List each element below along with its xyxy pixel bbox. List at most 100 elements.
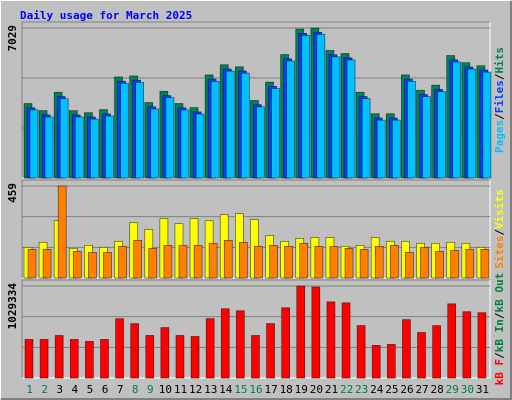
legend-item: Visits [493, 189, 506, 229]
bar [432, 325, 441, 379]
x-tick-label: 22 [340, 383, 353, 396]
bar [133, 239, 143, 279]
bar [178, 244, 188, 279]
legend-separator: / [493, 312, 506, 319]
y-tick-label: 459 [6, 183, 19, 203]
bar [286, 60, 295, 179]
x-tick-label: 1 [26, 383, 33, 396]
bar [269, 244, 278, 279]
legend-item: kB Out [493, 273, 506, 313]
legend: Sites/Visits [493, 189, 506, 269]
bar [462, 311, 472, 379]
legend-separator: / [493, 113, 506, 120]
bar [271, 88, 280, 179]
legend: kB F/kB In/kB Out [493, 273, 506, 386]
bar [118, 245, 127, 279]
bar [480, 248, 490, 279]
bar [205, 318, 215, 379]
bar [346, 59, 356, 179]
bar [371, 345, 381, 379]
bar [301, 35, 311, 179]
legend-separator: / [493, 352, 506, 359]
x-tick-label: 30 [461, 383, 474, 396]
bar [331, 56, 341, 179]
bar [417, 332, 426, 379]
bar [57, 185, 67, 279]
bar [54, 335, 64, 379]
bar [90, 118, 99, 179]
bar [452, 61, 462, 179]
bar [29, 109, 39, 179]
x-tick-label: 19 [295, 383, 308, 396]
x-tick-label: 13 [204, 383, 217, 396]
x-tick-label: 18 [280, 383, 293, 396]
bar [145, 335, 155, 379]
bar [311, 286, 321, 379]
bar [407, 80, 416, 179]
bar [88, 251, 97, 279]
bar [74, 116, 84, 179]
bar [190, 336, 200, 379]
bar [100, 339, 109, 379]
x-tick-label: 4 [72, 383, 79, 396]
bar [130, 323, 140, 379]
bar [344, 247, 354, 279]
x-tick-label: 3 [56, 383, 63, 396]
bar [208, 242, 218, 279]
x-tick-label: 14 [219, 383, 233, 396]
bar [477, 312, 487, 379]
bar [341, 302, 351, 379]
bar [42, 248, 52, 279]
bar [376, 119, 386, 179]
x-tick-label: 12 [189, 383, 202, 396]
plot-bevel-dark [21, 279, 490, 378]
bar [405, 251, 414, 279]
bar [316, 34, 326, 179]
x-tick-label: 9 [147, 383, 154, 396]
bar [326, 301, 336, 379]
legend-item: Sites [493, 236, 506, 269]
chart-title: Daily usage for March 2025 [20, 9, 192, 22]
plot-bevel-dark [21, 21, 490, 178]
x-tick-label: 26 [400, 383, 413, 396]
bar [389, 244, 399, 279]
x-tick-label: 10 [159, 383, 172, 396]
bar [314, 245, 324, 279]
bar [450, 249, 460, 279]
bar [195, 113, 205, 179]
bar [210, 80, 220, 179]
bar [391, 119, 401, 179]
bar [24, 339, 34, 379]
bar [437, 91, 446, 179]
bar [284, 245, 293, 279]
bar [236, 310, 245, 379]
x-tick-label: 29 [446, 383, 459, 396]
bar [465, 248, 475, 279]
x-tick-label: 17 [264, 383, 277, 396]
bar [115, 318, 124, 379]
bar [193, 244, 203, 279]
x-tick-label: 2 [41, 383, 48, 396]
plot-bevel-dark [21, 179, 490, 278]
bar [422, 96, 431, 179]
legend-item: Files [493, 80, 506, 113]
legend-item: kB F [493, 359, 506, 386]
bar [281, 307, 290, 379]
bar [356, 325, 366, 379]
bar [105, 115, 114, 179]
legend-separator: / [493, 229, 506, 236]
legend-separator: / [493, 73, 506, 80]
bar [299, 242, 309, 279]
x-tick-label: 6 [102, 383, 109, 396]
bar [435, 250, 444, 279]
x-tick-label: 7 [117, 383, 124, 396]
bar [163, 244, 173, 279]
bar [223, 239, 233, 279]
bar [386, 344, 396, 379]
x-tick-label: 27 [415, 383, 428, 396]
bar [69, 339, 79, 379]
bar [254, 245, 263, 279]
bar [251, 335, 260, 379]
bar [150, 108, 160, 179]
bar [296, 285, 306, 379]
